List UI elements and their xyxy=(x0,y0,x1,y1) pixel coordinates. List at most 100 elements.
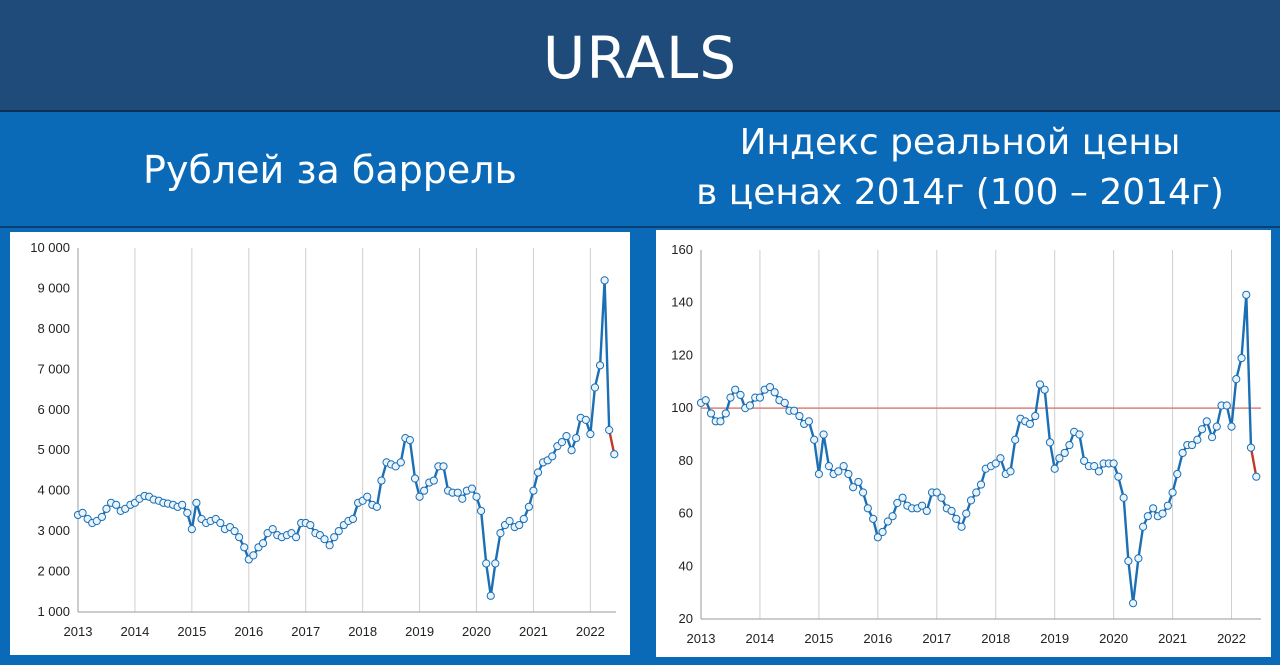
data-point xyxy=(1080,456,1089,465)
data-point xyxy=(859,488,868,497)
data-point xyxy=(1178,448,1187,458)
y-tick-label: 1 000 xyxy=(37,604,70,619)
data-point xyxy=(486,591,495,600)
x-tick-label: 2021 xyxy=(519,624,548,639)
data-point xyxy=(883,517,892,526)
data-point xyxy=(814,469,823,479)
x-tick-label: 2018 xyxy=(348,624,377,639)
data-point xyxy=(1075,430,1084,439)
data-point xyxy=(991,459,1000,468)
data-point xyxy=(721,409,730,418)
data-point xyxy=(824,462,834,471)
data-point xyxy=(420,486,429,495)
data-point xyxy=(1065,440,1074,450)
x-tick-label: 2022 xyxy=(1217,631,1246,646)
data-point xyxy=(102,504,111,513)
data-point xyxy=(1090,462,1099,471)
data-point xyxy=(1050,464,1059,473)
data-point xyxy=(405,436,415,445)
data-point xyxy=(1124,556,1133,566)
data-point xyxy=(605,425,614,435)
data-point xyxy=(306,520,315,530)
data-point xyxy=(291,533,301,542)
data-point xyxy=(453,488,462,497)
data-point xyxy=(898,493,907,502)
x-tick-label: 2015 xyxy=(804,631,833,646)
data-point xyxy=(755,393,765,402)
x-tick-label: 2019 xyxy=(405,624,434,639)
data-point xyxy=(731,385,740,394)
data-point xyxy=(183,508,192,518)
header-bar xyxy=(0,0,1280,112)
data-point xyxy=(515,520,524,530)
data-point xyxy=(1149,504,1158,513)
data-point xyxy=(1109,459,1118,468)
data-point xyxy=(1232,375,1241,384)
data-point xyxy=(1227,422,1236,431)
left-chart-heading: Рублей за баррель xyxy=(143,148,517,192)
data-point xyxy=(1119,493,1128,502)
data-point xyxy=(1212,422,1221,431)
y-tick-label: 100 xyxy=(671,400,693,415)
rub-per-barrel-chart: 1 000 2 000 3 000 4 000 5 000 6 000 7 000 8 000… xyxy=(30,240,619,639)
data-point xyxy=(1139,522,1148,531)
data-point xyxy=(1031,411,1040,421)
data-point xyxy=(548,452,557,461)
data-point xyxy=(78,508,87,518)
y-tick-label: 140 xyxy=(671,295,693,310)
x-tick-label: 2017 xyxy=(291,624,320,639)
data-point xyxy=(572,433,581,443)
data-point xyxy=(377,476,386,485)
data-point-last xyxy=(1252,472,1261,481)
right-chart-heading: Индекс реальной цены в ценах 2014г (100 … xyxy=(650,118,1270,218)
real-price-index-chart-panel: 20 40 60 80 100 120 140 160 2013 2014 2015 2016 2017… xyxy=(656,230,1271,657)
data-point xyxy=(1060,448,1069,458)
data-point xyxy=(922,506,931,516)
data-point xyxy=(932,488,941,497)
page-title: URALS xyxy=(542,24,738,92)
data-point xyxy=(976,480,986,489)
real-price-index-chart: 20 40 60 80 100 120 140 160 2013 2014 2015 2016 2017… xyxy=(671,242,1261,646)
data-point xyxy=(957,522,966,531)
data-point xyxy=(567,446,576,455)
data-point xyxy=(1114,472,1123,481)
data-point xyxy=(240,543,249,552)
data-point xyxy=(192,498,201,507)
x-tick-label: 2014 xyxy=(120,624,149,639)
data-point xyxy=(878,527,887,537)
data-point xyxy=(716,417,725,426)
data-point xyxy=(482,559,491,568)
data-point xyxy=(701,396,710,405)
data-point xyxy=(863,504,872,513)
data-point xyxy=(1045,438,1055,447)
data-point xyxy=(1207,433,1217,442)
data-point xyxy=(1246,443,1256,452)
data-point xyxy=(505,516,514,526)
data-point xyxy=(765,382,775,392)
data-point xyxy=(1025,419,1035,429)
data-point xyxy=(1222,401,1231,410)
data-point xyxy=(562,431,571,441)
data-point xyxy=(363,492,372,501)
x-tick-label: 2022 xyxy=(576,624,605,639)
data-point xyxy=(187,524,196,534)
data-point xyxy=(235,533,244,542)
data-point xyxy=(496,529,505,538)
right-heading-line-1: Индекс реальной цены xyxy=(739,122,1181,163)
data-point xyxy=(770,388,779,397)
data-point xyxy=(1134,554,1143,563)
y-tick-label: 3 000 xyxy=(37,523,70,538)
data-point xyxy=(834,467,843,476)
data-point xyxy=(1202,417,1211,426)
data-point xyxy=(458,494,467,503)
y-tick-label: 4 000 xyxy=(37,483,70,498)
data-point xyxy=(334,527,343,536)
data-point xyxy=(947,506,956,516)
data-point xyxy=(1197,425,1207,434)
data-point xyxy=(1011,435,1020,444)
data-point xyxy=(844,469,853,479)
data-point xyxy=(1237,353,1246,363)
data-point xyxy=(962,509,971,518)
data-point xyxy=(581,415,590,424)
data-point xyxy=(795,411,804,421)
